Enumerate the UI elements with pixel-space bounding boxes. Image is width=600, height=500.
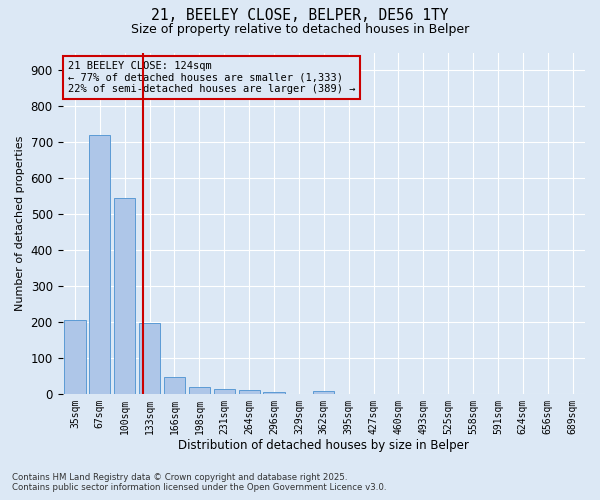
Bar [313,392,334,394]
Bar [214,389,235,394]
Bar [89,135,110,394]
Text: Contains HM Land Registry data © Crown copyright and database right 2025.
Contai: Contains HM Land Registry data © Crown c… [12,473,386,492]
Y-axis label: Number of detached properties: Number of detached properties [15,136,25,311]
Bar [239,390,260,394]
Bar [189,386,210,394]
Bar [64,320,86,394]
Text: Size of property relative to detached houses in Belper: Size of property relative to detached ho… [131,22,469,36]
Bar [139,323,160,394]
Bar [114,198,136,394]
Text: 21 BEELEY CLOSE: 124sqm
← 77% of detached houses are smaller (1,333)
22% of semi: 21 BEELEY CLOSE: 124sqm ← 77% of detache… [68,61,355,94]
Text: 21, BEELEY CLOSE, BELPER, DE56 1TY: 21, BEELEY CLOSE, BELPER, DE56 1TY [151,8,449,22]
Bar [263,392,284,394]
Bar [164,377,185,394]
X-axis label: Distribution of detached houses by size in Belper: Distribution of detached houses by size … [178,440,469,452]
